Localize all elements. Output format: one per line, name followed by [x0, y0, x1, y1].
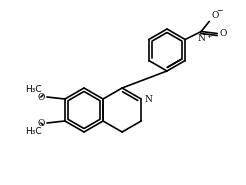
Text: −: − — [216, 8, 223, 16]
Text: +: + — [206, 33, 211, 38]
Text: O: O — [219, 29, 227, 38]
Text: O: O — [211, 11, 218, 19]
Text: O: O — [38, 92, 45, 102]
Text: H₃C: H₃C — [25, 127, 42, 135]
Text: N: N — [197, 33, 205, 43]
Text: N: N — [144, 95, 152, 103]
Text: H₃C: H₃C — [25, 85, 42, 93]
Text: O: O — [38, 119, 45, 127]
